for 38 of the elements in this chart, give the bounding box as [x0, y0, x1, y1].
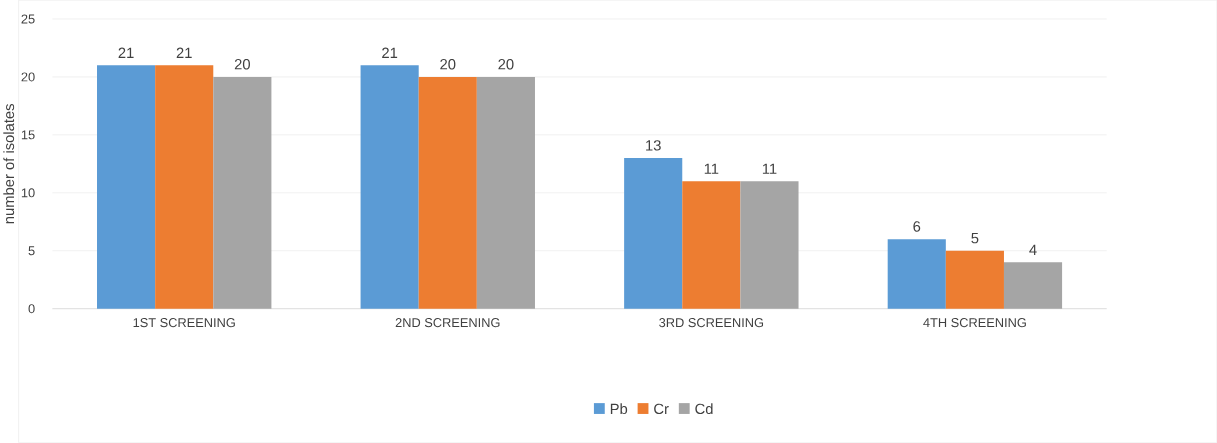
data-label: 21	[382, 47, 398, 59]
x-tick-label: 1ST SCREENING	[133, 318, 235, 328]
data-label: 20	[234, 59, 250, 70]
bar	[418, 77, 477, 309]
bar	[213, 77, 272, 309]
data-label: 13	[646, 140, 661, 151]
legend-label: Pb	[610, 403, 628, 415]
data-label: 11	[704, 163, 719, 174]
bar	[97, 65, 156, 309]
data-label: 6	[913, 221, 921, 232]
bar	[945, 250, 1004, 309]
bar	[1003, 262, 1063, 309]
bar	[155, 65, 214, 309]
legend-label: Cd	[695, 403, 713, 415]
y-axis-title: number of isolates	[3, 104, 15, 224]
data-label: 11	[762, 163, 777, 174]
bar	[360, 65, 419, 309]
data-label: 21	[176, 47, 192, 59]
y-tick-label: 20	[21, 72, 35, 82]
data-label: 20	[440, 59, 456, 70]
legend-label: Cr	[654, 403, 669, 415]
y-tick-label: 25	[21, 14, 35, 24]
data-label: 20	[498, 59, 514, 70]
data-label: 4	[1029, 244, 1037, 255]
x-tick-label: 3RD SCREENING	[659, 318, 764, 328]
bar	[476, 77, 535, 309]
y-tick-label: 15	[21, 130, 35, 140]
y-tick-label: 0	[28, 304, 35, 314]
bar	[740, 181, 799, 309]
data-label: 5	[971, 233, 979, 244]
x-tick-label: 4TH SCREENING	[923, 318, 1026, 328]
bar	[624, 158, 683, 309]
data-label: 21	[118, 47, 134, 59]
y-tick-label: 10	[21, 188, 35, 198]
y-tick-label: 5	[28, 246, 35, 256]
bar	[682, 181, 741, 309]
bar	[887, 239, 946, 309]
x-tick-label: 2ND SCREENING	[395, 318, 500, 328]
